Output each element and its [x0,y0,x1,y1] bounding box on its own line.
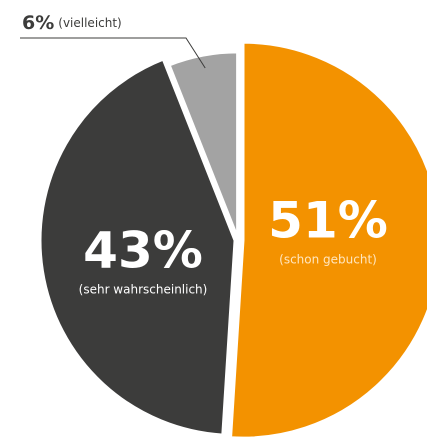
labels: 51% (schon gebucht) 43% (sehr wahrscheinlic… [20,12,388,297]
slices [38,40,427,440]
pie-slice [38,57,237,437]
annotation-category: (vielleicht) [58,16,121,30]
pie-slice [228,40,427,440]
slice-category-label: (sehr wahrscheinlich) [79,283,208,297]
slice-value-label: 51% [268,192,388,250]
annotation-label: 6% (vielleicht) [22,12,122,34]
leader-line [20,37,206,69]
slice-value-label: 43% [83,222,203,280]
pie-slice [167,50,240,239]
annotation-value: 6% [22,12,54,34]
slice-category-label: (schon gebucht) [279,253,377,267]
